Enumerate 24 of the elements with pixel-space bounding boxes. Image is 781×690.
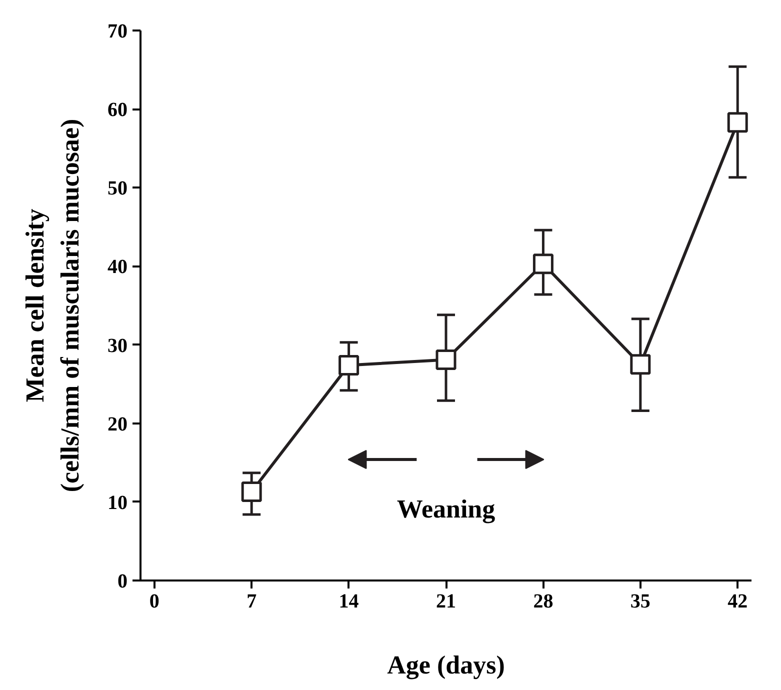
x-tick-label: 21 [436, 590, 456, 612]
y-tick-label: 30 [108, 334, 128, 357]
point [241, 481, 262, 502]
point [436, 349, 456, 370]
x-tick-label: 0 [149, 590, 160, 612]
y-tick-label: 0 [118, 570, 128, 592]
y-tick-label: 40 [108, 256, 128, 278]
y-tick-label: 10 [108, 492, 128, 514]
annotation: Weaning [396, 494, 496, 524]
point [727, 112, 748, 133]
point [532, 254, 554, 274]
x-tick-label: 14 [338, 590, 359, 612]
y-tick-label: 60 [108, 99, 128, 122]
x-tick-label: 35 [630, 590, 650, 612]
y-tick-label: 50 [108, 178, 128, 200]
x-tick-label: 42 [728, 590, 748, 612]
x-tick-label: 7 [246, 590, 257, 612]
x-axis-title: Age (days) [387, 650, 505, 680]
point [630, 354, 651, 375]
y-tick-label: 70 [108, 20, 128, 42]
point [338, 354, 360, 376]
y-tick-label: 20 [108, 413, 128, 436]
y-axis-title: Mean cell density (cells/mm of muscularis mucosae) [20, 118, 84, 492]
x-tick-label: 28 [533, 590, 554, 612]
